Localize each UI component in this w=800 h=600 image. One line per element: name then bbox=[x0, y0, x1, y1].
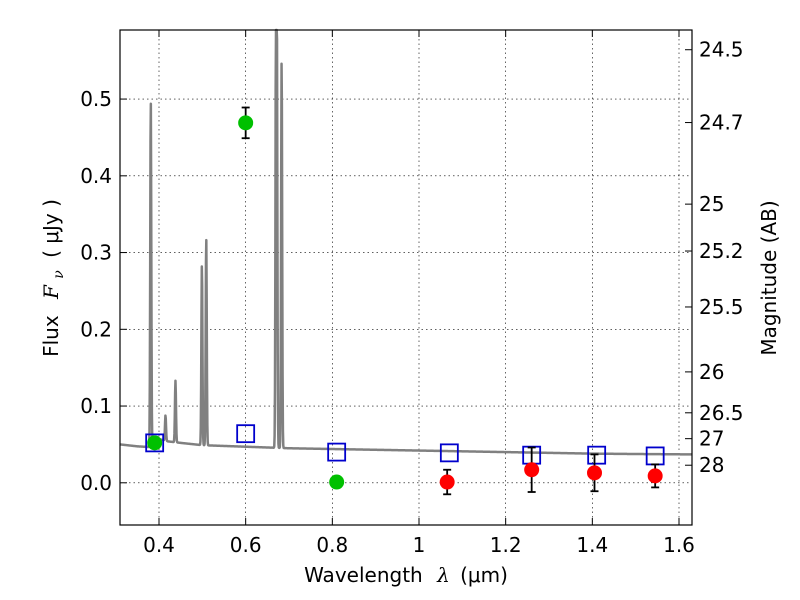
observed-nir-point bbox=[647, 468, 663, 484]
axes: 0.4 0.6 0.8 1 1.2 1.4 1.6 0.0 0.1 0.2 0.3 0.4 0.5 24.… bbox=[80, 30, 744, 557]
y-axis-title: Flux F ν ( μJy ) bbox=[39, 199, 68, 357]
model-photometry-square bbox=[439, 443, 459, 463]
grid bbox=[120, 30, 692, 525]
right-tick-label: 28 bbox=[699, 453, 724, 477]
y-tick-label: 0.4 bbox=[80, 164, 112, 188]
model-photometry-square bbox=[236, 424, 256, 444]
data-points bbox=[145, 106, 665, 496]
model-photometry-square bbox=[327, 442, 347, 462]
observed-nir-point bbox=[439, 474, 455, 490]
y-tick-label: 0.1 bbox=[80, 394, 112, 418]
x-tick-label: 1.4 bbox=[576, 533, 608, 557]
x-tick-label: 0.8 bbox=[316, 533, 348, 557]
y-tick-label: 0.3 bbox=[80, 241, 112, 265]
model-photometry-square bbox=[145, 433, 165, 453]
observed-nir-point bbox=[524, 462, 540, 478]
y-tick-label: 0.2 bbox=[80, 317, 112, 341]
plot-frame bbox=[119, 29, 693, 526]
observed-nir-point bbox=[587, 465, 602, 481]
right-tick-label: 26.5 bbox=[699, 401, 744, 425]
x-tick-label: 1.6 bbox=[663, 533, 695, 557]
right-tick-label: 25 bbox=[699, 192, 724, 216]
right-tick-label: 26 bbox=[699, 360, 724, 384]
x-tick-label: 0.6 bbox=[230, 533, 262, 557]
observed-optical-point bbox=[329, 474, 345, 490]
model-photometry-square bbox=[587, 445, 607, 465]
observed-optical-point bbox=[147, 435, 163, 451]
y-tick-label: 0.0 bbox=[80, 471, 112, 495]
right-tick-label: 27 bbox=[699, 427, 724, 451]
right-tick-label: 24.5 bbox=[699, 38, 744, 62]
right-tick-label: 25.5 bbox=[699, 295, 744, 319]
x-tick-label: 1 bbox=[413, 533, 426, 557]
right-tick-label: 24.7 bbox=[699, 111, 744, 135]
x-tick-label: 1.2 bbox=[490, 533, 522, 557]
x-axis-title: Wavelength λ (μm) bbox=[304, 563, 508, 587]
observed-optical-point bbox=[238, 115, 254, 131]
y-tick-label: 0.5 bbox=[80, 87, 112, 111]
right-tick-label: 25.2 bbox=[699, 239, 744, 263]
right-axis-title: Magnitude (AB) bbox=[757, 200, 781, 355]
x-tick-label: 0.4 bbox=[143, 533, 175, 557]
